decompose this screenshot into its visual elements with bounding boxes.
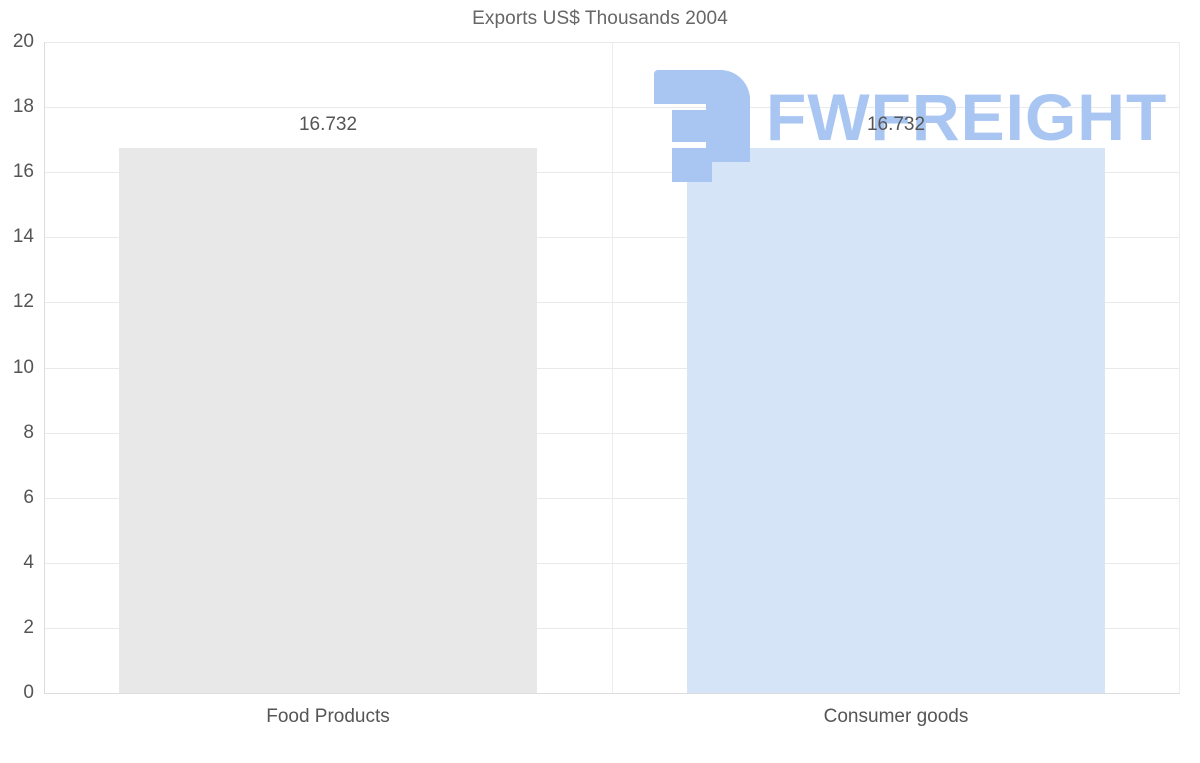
plot-area bbox=[44, 42, 1180, 694]
chart-title: Exports US$ Thousands 2004 bbox=[472, 8, 728, 29]
gridline-x-2 bbox=[1179, 42, 1180, 693]
bar-value-label-food-products: 16.732 bbox=[298, 114, 358, 136]
y-tick-label-16: 16 bbox=[12, 161, 34, 183]
bar-value-label-consumer-goods: 16.732 bbox=[866, 114, 926, 136]
bar-consumer-goods[interactable] bbox=[687, 148, 1105, 693]
x-axis-label-consumer-goods: Consumer goods bbox=[823, 706, 969, 727]
y-tick-label-14: 14 bbox=[12, 226, 34, 248]
y-tick-label-4: 4 bbox=[23, 551, 34, 573]
bar-food-products[interactable] bbox=[119, 148, 537, 693]
y-tick-label-10: 10 bbox=[12, 356, 34, 378]
gridline-x-1 bbox=[612, 42, 613, 693]
y-tick-label-12: 12 bbox=[12, 291, 34, 313]
y-tick-label-6: 6 bbox=[23, 486, 34, 508]
gridline-y-0 bbox=[44, 693, 1180, 694]
y-tick-label-2: 2 bbox=[23, 616, 34, 638]
y-tick-label-18: 18 bbox=[12, 96, 34, 118]
y-tick-label-8: 8 bbox=[23, 421, 34, 443]
gridline-x-0 bbox=[44, 42, 45, 693]
y-tick-label-20: 20 bbox=[12, 31, 34, 52]
x-axis-label-food-products: Food Products bbox=[266, 706, 390, 727]
y-tick-label-0: 0 bbox=[23, 682, 34, 703]
